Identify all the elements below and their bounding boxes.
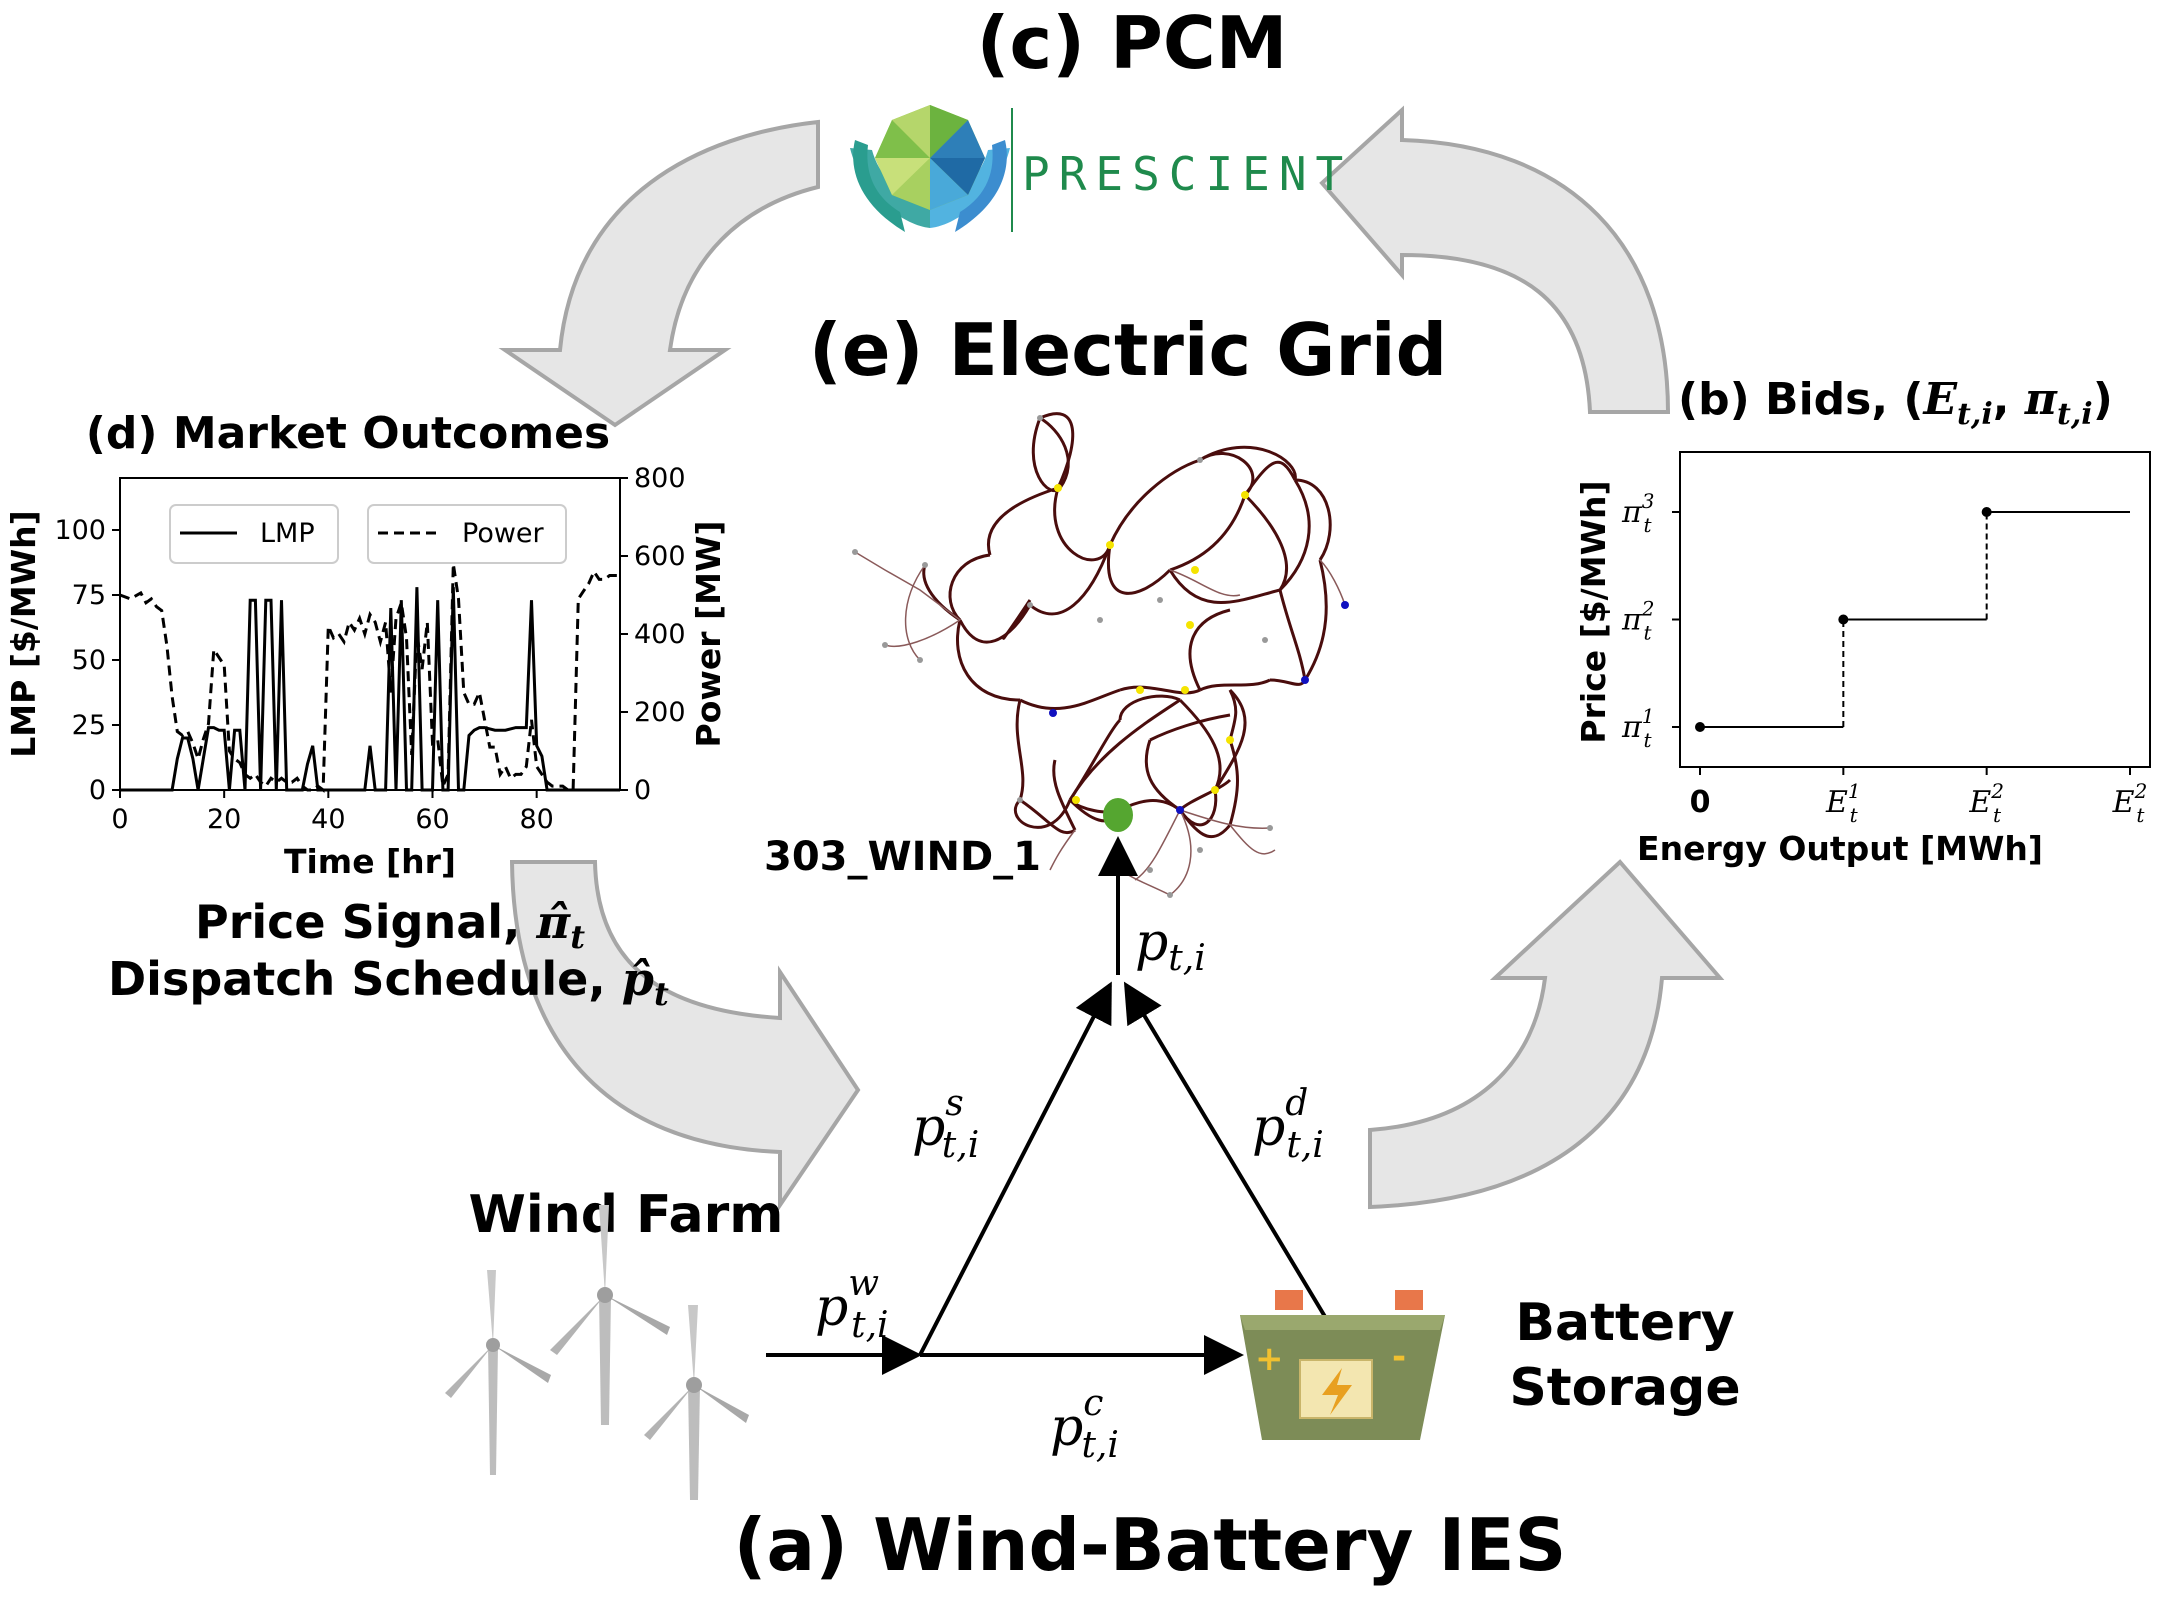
bids-plot: 0 E1 t E2 t E2 t π1 t π2 t π3 t	[1621, 489, 2147, 827]
y-tick-label: 100	[54, 515, 106, 546]
cycle-arrow-pcm-to-market	[498, 119, 820, 428]
bid-point	[1695, 722, 1705, 732]
flow-label-grid: pt,i	[1135, 913, 1206, 979]
svg-text:+: +	[1255, 1339, 1284, 1379]
wind-turbines-icon	[445, 1205, 749, 1500]
wind-turbine-icon	[644, 1305, 749, 1500]
market-xlabel: Time [hr]	[284, 842, 456, 881]
globe-hands-icon	[850, 105, 1010, 232]
y2-tick-label: 600	[634, 541, 686, 572]
y-tick-label: 50	[72, 645, 106, 676]
flow-label-s: ps t,i	[912, 1083, 979, 1166]
cycle-arrow-ies-to-bids	[1368, 859, 1725, 1210]
market-y2label: Power [MW]	[689, 521, 728, 748]
wind-turbine-icon	[445, 1270, 551, 1475]
x-tick-label: 20	[207, 804, 241, 835]
legend-box-lmp	[169, 504, 339, 564]
lmp-series-line	[120, 587, 620, 792]
market-ylabel: LMP [$/MWh]	[4, 510, 43, 757]
bids-y-tick-label: π3 t	[1621, 489, 1654, 537]
cycle-arrow-bids-to-pcm	[1319, 105, 1671, 414]
y2-tick-label: 800	[634, 463, 686, 494]
market-title: (d) Market Outcomes	[86, 408, 610, 459]
ies-title: (a) Wind-Battery IES	[734, 1503, 1567, 1587]
price-signal-label: Price Signal, π̂t	[195, 895, 585, 956]
y-tick-label: 25	[72, 710, 106, 741]
flow-discharge-arrow	[1123, 981, 1332, 1327]
bids-x-tick-label: E2 t	[1968, 779, 2004, 827]
flow-label-c: pc t,i	[1050, 1383, 1119, 1466]
pcm-title: (c) PCM	[977, 1, 1288, 85]
bids-chart: 0 E1 t E2 t E2 tπ1 tπ2 tπ3 t Energy Output [MWh] …	[1574, 451, 2151, 868]
bids-x-tick-label: 0	[1690, 785, 1711, 820]
legend-label-power: Power	[462, 518, 545, 549]
x-tick-label: 80	[519, 804, 553, 835]
bus-303-wind-node	[1103, 798, 1133, 832]
grid-nodes	[852, 415, 1349, 898]
bus-label: 303_WIND_1	[764, 834, 1041, 880]
prescient-wordmark: PRESCIENT	[1022, 147, 1352, 201]
bid-point	[1981, 507, 1992, 517]
dispatch-schedule-label: Dispatch Schedule, p̂t	[108, 952, 669, 1013]
wind-turbine-icon	[550, 1205, 670, 1425]
electric-grid-network	[922, 412, 1332, 839]
battery-label-line1: Battery	[1515, 1293, 1734, 1353]
y2-tick-label: 0	[634, 775, 651, 806]
cycle-arrow-market-to-ies	[509, 860, 861, 1212]
grid-title: (e) Electric Grid	[809, 308, 1447, 392]
legend-box-power	[367, 504, 567, 564]
flow-arrows	[766, 836, 1332, 1375]
y-tick-label: 0	[89, 775, 106, 806]
x-tick-label: 40	[311, 804, 345, 835]
prescient-logo: PRESCIENT	[850, 105, 1352, 232]
bids-y-tick-label: π2 t	[1621, 597, 1654, 645]
flow-label-wind: pw t,i	[815, 1263, 889, 1346]
bids-x-tick-label: E1 t	[1825, 779, 1861, 827]
cycle-arrows	[498, 105, 1725, 1212]
bids-x-tick-label: E2 t	[2112, 779, 2148, 827]
flow-solar-branch-arrow	[918, 981, 1112, 1356]
y2-tick-label: 400	[634, 619, 686, 650]
bid-point	[1838, 614, 1849, 625]
wind-farm-label: Wind Farm	[469, 1185, 784, 1245]
battery-icon: + -	[1240, 1290, 1445, 1440]
y2-tick-label: 200	[634, 697, 686, 728]
x-tick-label: 60	[415, 804, 449, 835]
bids-xlabel: Energy Output [MWh]	[1637, 829, 2043, 868]
bids-plot-frame	[1679, 451, 2151, 768]
y-tick-label: 75	[72, 580, 106, 611]
battery-label-line2: Storage	[1509, 1358, 1740, 1418]
flow-label-d: pd t,i	[1252, 1083, 1324, 1166]
bids-ylabel: Price [$/MWh]	[1574, 480, 1613, 743]
power-series-line	[119, 563, 620, 793]
x-tick-label: 0	[111, 804, 128, 835]
svg-text:-: -	[1392, 1337, 1406, 1377]
legend-label-lmp: LMP	[260, 518, 315, 549]
bids-title: (b) Bids, (Et,i, πt,i)	[1678, 374, 2113, 432]
market-legend: LMP Power	[169, 504, 567, 564]
bids-y-tick-label: π1 t	[1621, 704, 1654, 752]
